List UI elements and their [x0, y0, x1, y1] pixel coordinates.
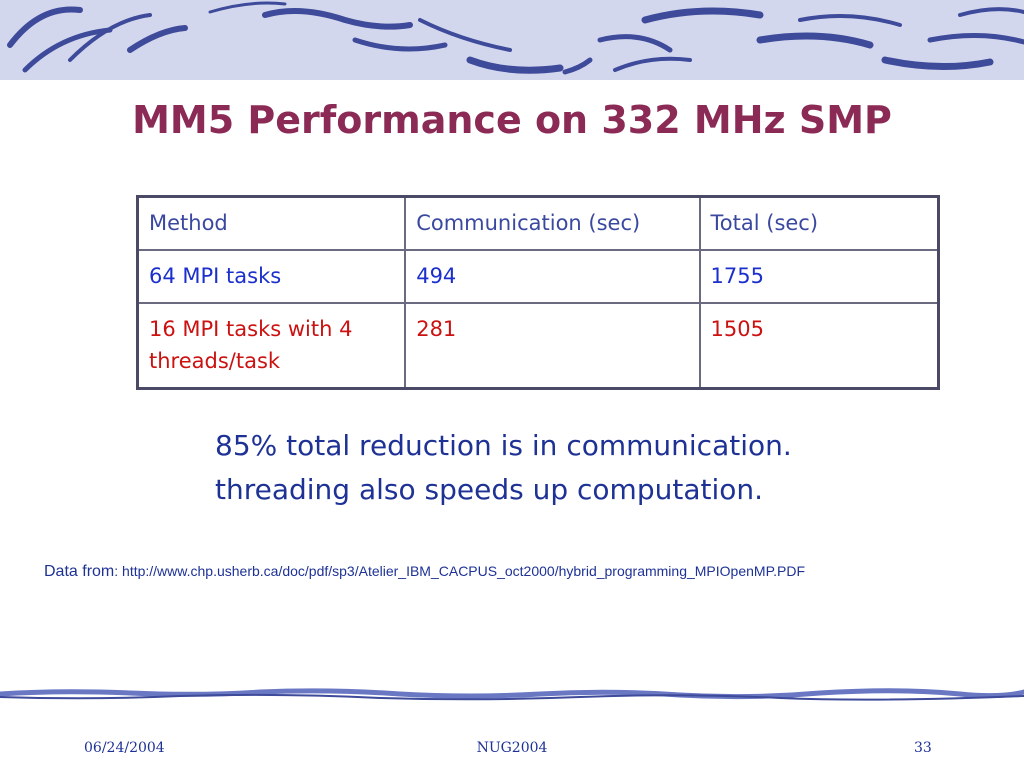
data-source: Data from: http://www.chp.usherb.ca/doc/… — [44, 563, 805, 581]
table-cell: 64 MPI tasks — [136, 249, 407, 304]
source-url: : http://www.chp.usherb.ca/doc/pdf/sp3/A… — [114, 563, 805, 579]
table-cell: 494 — [404, 249, 701, 304]
header-cell-method: Method — [136, 195, 407, 251]
header-cell-total: Total (sec) — [698, 195, 940, 251]
source-label: Data from — [44, 563, 115, 580]
bottom-wave-decoration — [0, 688, 1024, 701]
table-cell: 1505 — [698, 302, 940, 390]
footer-date: 06/24/2004 — [84, 740, 165, 756]
summary-notes: 85% total reduction is in communication.… — [215, 424, 792, 512]
table-row: 16 MPI tasks with 4 threads/task 281 150… — [136, 302, 940, 390]
table-cell: 281 — [404, 302, 701, 390]
footer-page-number: 33 — [914, 740, 932, 756]
table-row: 64 MPI tasks 494 1755 — [136, 249, 940, 304]
header-cell-communication: Communication (sec) — [404, 195, 701, 251]
table-header-row: Method Communication (sec) Total (sec) — [136, 195, 940, 251]
slide-title: MM5 Performance on 332 MHz SMP — [132, 98, 892, 142]
footer-title: NUG2004 — [476, 740, 548, 756]
top-banner-decoration — [0, 0, 1024, 80]
note-line: 85% total reduction is in communication. — [215, 429, 792, 462]
results-table: Method Communication (sec) Total (sec) 6… — [136, 195, 940, 390]
table-cell: 16 MPI tasks with 4 threads/task — [136, 302, 407, 390]
note-line: threading also speeds up computation. — [215, 473, 764, 506]
table-cell: 1755 — [698, 249, 940, 304]
